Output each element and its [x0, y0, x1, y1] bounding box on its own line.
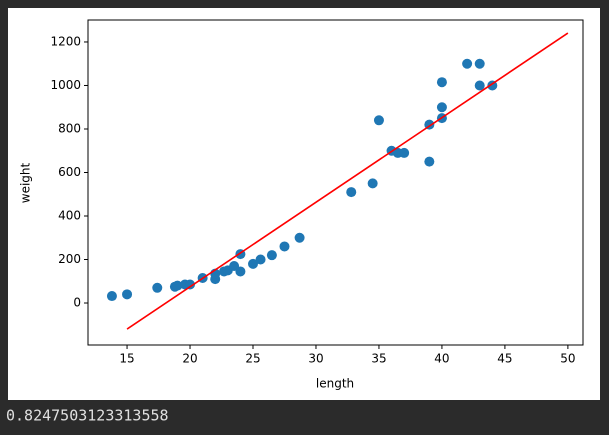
scatter-point [436, 102, 447, 113]
y-tick-label: 1200 [50, 34, 81, 48]
scatter-point [255, 254, 266, 265]
scatter-point [248, 258, 258, 269]
y-tick-label: 0 [73, 296, 81, 310]
x-axis-label: length [316, 377, 354, 391]
scatter-point [373, 115, 384, 126]
y-tick-label: 400 [58, 209, 81, 223]
y-tick-label: 200 [58, 252, 81, 266]
scatter-point [122, 289, 133, 300]
x-tick-label: 30 [308, 352, 323, 366]
scatter-point [279, 241, 290, 252]
scatter-point [294, 232, 305, 243]
x-tick-label: 35 [371, 352, 386, 366]
scatter-point [474, 80, 485, 91]
scatter-point [172, 280, 183, 291]
scatter-point [462, 58, 473, 69]
scatter-point [152, 282, 163, 293]
scatter-point [436, 77, 447, 88]
x-tick-label: 25 [245, 352, 260, 366]
scatter-point [367, 178, 378, 189]
plot-frame [87, 19, 584, 346]
x-tick-label: 40 [434, 352, 449, 366]
scatter-point [399, 147, 410, 158]
scatter-point [266, 250, 277, 261]
x-tick-label: 50 [560, 352, 575, 366]
scatter-point [235, 266, 246, 277]
y-tick-label: 600 [58, 165, 81, 179]
y-axis-label: weight [19, 162, 33, 203]
scatter-point [474, 58, 485, 69]
x-tick-label: 20 [182, 352, 197, 366]
figure-background [8, 8, 600, 400]
y-tick-label: 1000 [50, 78, 81, 92]
scatter-point [185, 279, 196, 290]
scatter-point [106, 291, 117, 302]
scatter-point [424, 156, 435, 167]
x-tick-label: 15 [119, 352, 134, 366]
fit-line [126, 32, 569, 330]
y-tick-label: 800 [58, 121, 81, 135]
x-tick-label: 45 [497, 352, 512, 366]
output-text: 0.8247503123313558 [6, 407, 169, 425]
scatter-point [346, 187, 357, 198]
